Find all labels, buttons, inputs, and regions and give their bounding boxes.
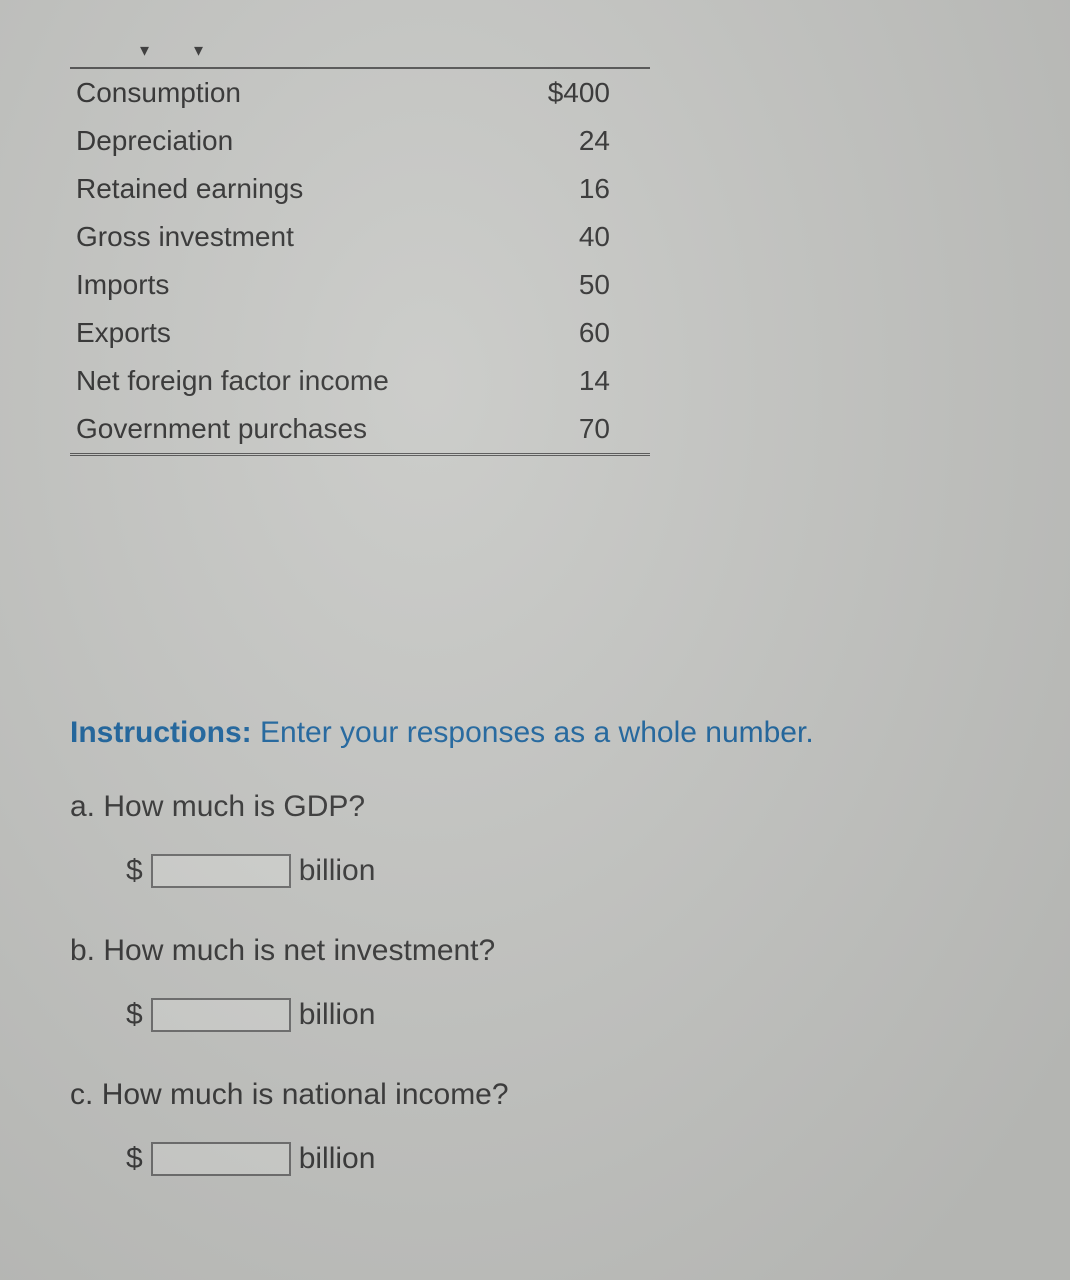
row-value: 50 xyxy=(470,261,650,309)
table-row: Government purchases 70 xyxy=(70,405,650,455)
instructions-label: Instructions: xyxy=(70,716,252,749)
table-row: Consumption $400 xyxy=(70,68,650,117)
row-label: Government purchases xyxy=(70,405,470,455)
row-value: 40 xyxy=(470,213,650,261)
table-row: Exports 60 xyxy=(70,309,650,357)
instructions-line: Instructions: Enter your responses as a … xyxy=(70,716,1010,750)
row-label: Consumption xyxy=(70,68,470,117)
row-label: Net foreign factor income xyxy=(70,357,470,405)
answer-input-b[interactable] xyxy=(151,998,291,1032)
dropdown-arrows: ▾ ▾ xyxy=(140,40,1010,61)
unit-label: billion xyxy=(299,854,376,888)
instructions-text: Enter your responses as a whole number. xyxy=(260,716,814,749)
row-value: 60 xyxy=(470,309,650,357)
question-letter: a. xyxy=(70,790,95,823)
question-text: How much is national income? xyxy=(102,1078,509,1111)
question-letter: b. xyxy=(70,934,95,967)
table-row: Retained earnings 16 xyxy=(70,165,650,213)
question-text: How much is net investment? xyxy=(103,934,495,967)
row-label: Retained earnings xyxy=(70,165,470,213)
row-value: 70 xyxy=(470,405,650,455)
answer-row-b: $ billion xyxy=(126,998,1010,1032)
currency-symbol: $ xyxy=(126,854,143,888)
question-a: a. How much is GDP? xyxy=(70,790,1010,824)
unit-label: billion xyxy=(299,1142,376,1176)
row-label: Exports xyxy=(70,309,470,357)
table-row: Imports 50 xyxy=(70,261,650,309)
answer-row-a: $ billion xyxy=(126,854,1010,888)
question-c: c. How much is national income? xyxy=(70,1078,1010,1112)
row-value: 24 xyxy=(470,117,650,165)
answer-row-c: $ billion xyxy=(126,1142,1010,1176)
answer-input-a[interactable] xyxy=(151,854,291,888)
currency-symbol: $ xyxy=(126,998,143,1032)
question-text: How much is GDP? xyxy=(103,790,365,823)
row-value: 16 xyxy=(470,165,650,213)
unit-label: billion xyxy=(299,998,376,1032)
table-row: Depreciation 24 xyxy=(70,117,650,165)
currency-symbol: $ xyxy=(126,1142,143,1176)
row-label: Gross investment xyxy=(70,213,470,261)
question-b: b. How much is net investment? xyxy=(70,934,1010,968)
row-value: 14 xyxy=(470,357,650,405)
data-table: Consumption $400 Depreciation 24 Retaine… xyxy=(70,67,650,456)
answer-input-c[interactable] xyxy=(151,1142,291,1176)
row-label: Imports xyxy=(70,261,470,309)
table-row: Gross investment 40 xyxy=(70,213,650,261)
row-label: Depreciation xyxy=(70,117,470,165)
row-value: $400 xyxy=(470,68,650,117)
question-letter: c. xyxy=(70,1078,93,1111)
table-row: Net foreign factor income 14 xyxy=(70,357,650,405)
